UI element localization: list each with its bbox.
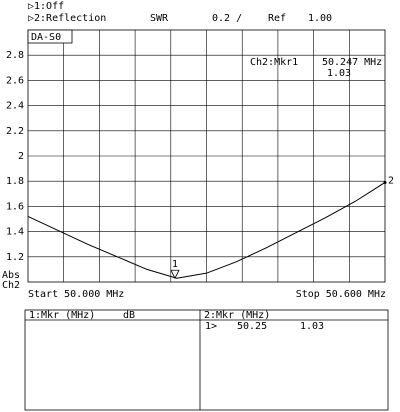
y-tick-label: 1.8 bbox=[6, 176, 24, 187]
ref-value: 1.00 bbox=[308, 13, 332, 24]
y-tick-label: 2.4 bbox=[6, 101, 24, 112]
readout-name: Ch2:Mkr1 bbox=[250, 57, 298, 68]
start-label: Start 50.000 MHz bbox=[28, 289, 124, 300]
ref-label: Ref bbox=[268, 13, 286, 24]
marker-table bbox=[24, 309, 389, 411]
y-tick-label: 1.6 bbox=[6, 201, 24, 212]
ch1-status: ▷1:Off bbox=[28, 1, 64, 12]
ch2-status: ▷2:Reflection bbox=[28, 13, 106, 24]
y-tick-label: 2 bbox=[18, 151, 24, 162]
marker bbox=[170, 269, 180, 280]
label-box bbox=[27, 29, 73, 44]
table-header: 2:Mkr (MHz) bbox=[204, 310, 270, 321]
marker-label: 1 bbox=[172, 259, 178, 270]
marker bbox=[383, 180, 387, 184]
trace bbox=[27, 182, 386, 279]
y-tick-label: 2.8 bbox=[6, 50, 24, 61]
table-header: 1:Mkr (MHz) bbox=[29, 310, 95, 321]
y-tick-label: 2.6 bbox=[6, 75, 24, 86]
format: SWR bbox=[150, 13, 169, 24]
table-cell: 1.03 bbox=[300, 321, 324, 332]
marker-label: 2 bbox=[388, 175, 394, 186]
box-label: DA-S0 bbox=[31, 32, 61, 43]
readout-value: 1.03 bbox=[327, 68, 351, 79]
y-tick-label: 2.2 bbox=[6, 126, 24, 137]
table-cell: 50.25 bbox=[237, 321, 267, 332]
table-cell: 1> bbox=[205, 321, 217, 332]
scale: 0.2 / bbox=[212, 13, 242, 24]
y-tick-label: 1.4 bbox=[6, 227, 24, 238]
y-label: Abs bbox=[2, 270, 20, 281]
readout-freq: 50.247 MHz bbox=[322, 57, 382, 68]
y-label: Ch2 bbox=[2, 280, 20, 291]
y-tick-label: 1.2 bbox=[6, 252, 24, 263]
stop-label: Stop 50.600 MHz bbox=[296, 289, 386, 300]
table-unit: dB bbox=[123, 310, 135, 321]
